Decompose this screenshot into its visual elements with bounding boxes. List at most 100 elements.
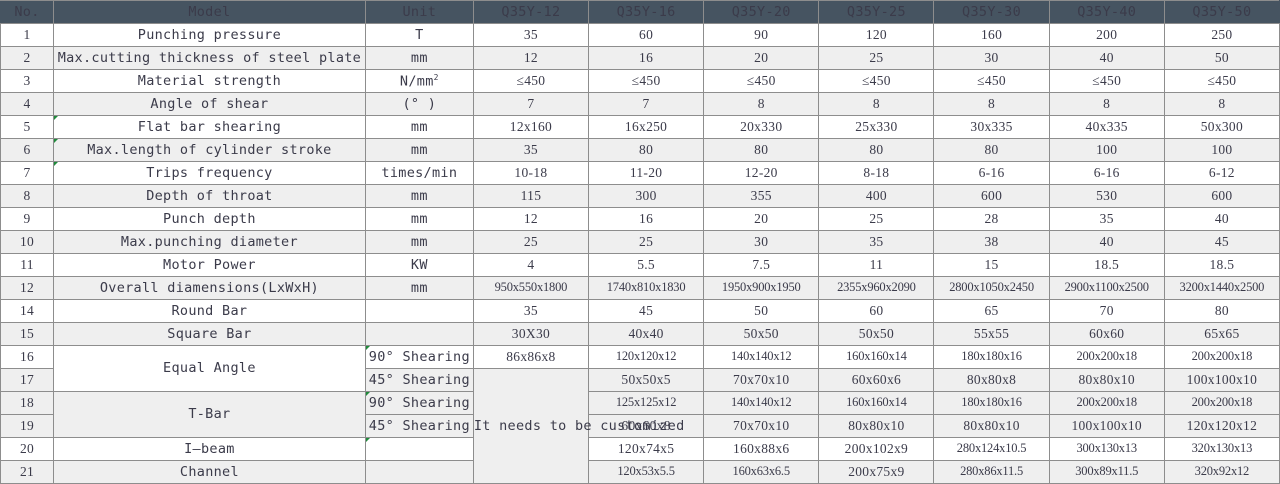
cell-q35y-50: 320x130x13: [1163, 437, 1280, 461]
row-unit: mm: [364, 230, 474, 254]
row-number: 16: [0, 345, 54, 369]
row-number: 11: [0, 253, 54, 277]
cell-q35y-40: 2900x1100x2500: [1048, 276, 1165, 300]
cell-q35y-30: 280x86x11.5: [933, 460, 1050, 484]
row-number: 12: [0, 276, 54, 300]
cell-q35y-30: 30: [933, 46, 1050, 70]
cell-q35y-20: 7.5: [703, 253, 820, 277]
cell-q35y-16: 40x40: [587, 322, 705, 346]
cell-q35y-25: ≤450: [818, 69, 935, 93]
cell-q35y-12: 35: [472, 299, 590, 323]
cell-q35y-50: ≤450: [1163, 69, 1280, 93]
table-row: 16 Equal Angle 90° Shearing 86x86x8 120x…: [0, 345, 1280, 392]
cell-q35y-50: 120x120x12: [1163, 414, 1280, 438]
cell-q35y-20: 140x140x12: [703, 345, 820, 369]
cell-q35y-50: 65x65: [1163, 322, 1280, 346]
cell-q35y-40: 300x89x11.5: [1048, 460, 1165, 484]
cell-q35y-16: 5.5: [587, 253, 705, 277]
table-row: 6 Max.length of cylinder stroke mm 35 80…: [0, 138, 1280, 162]
cell-q35y-50: 50: [1163, 46, 1280, 70]
column-header-model: Model: [52, 0, 366, 24]
cell-q35y-50: 250: [1163, 23, 1280, 47]
row-number: 14: [0, 299, 54, 323]
table-row: 17 45° Shearing It needs to be customize…: [0, 368, 1280, 484]
superscript-two: 2: [433, 72, 439, 82]
cell-q35y-50: 200x200x18: [1163, 391, 1280, 415]
cell-q35y-30: 2800x1050x2450: [933, 276, 1050, 300]
row-unit: 45° Shearing: [364, 414, 474, 438]
table-row: 2 Max.cutting thickness of steel plate m…: [0, 46, 1280, 70]
cell-q35y-50: 45: [1163, 230, 1280, 254]
row-number: 21: [0, 460, 54, 484]
row-unit: 90° Shearing: [364, 391, 474, 415]
table-header: No. Model Unit Q35Y-12 Q35Y-16 Q35Y-20 Q…: [0, 0, 1280, 24]
row-unit: [364, 460, 474, 484]
column-header-q35y-12: Q35Y-12: [472, 0, 590, 24]
row-unit: mm: [364, 207, 474, 231]
table-row: 3 Material strength N/mm2 ≤450 ≤450 ≤450…: [0, 69, 1280, 93]
table-row: 12 Overall diamensions(LxWxH) mm 950x550…: [0, 276, 1280, 300]
row-unit: T: [364, 23, 474, 47]
cell-q35y-50: 50x300: [1163, 115, 1280, 139]
cell-q35y-25: 35: [818, 230, 935, 254]
cell-q35y-40: 70: [1048, 299, 1165, 323]
cell-q35y-20: 20: [703, 207, 820, 231]
row-model: Punch depth: [52, 207, 366, 231]
cell-q35y-40: 18.5: [1048, 253, 1165, 277]
cell-q35y-20: 50x50: [703, 322, 820, 346]
cell-q35y-16: 16x250: [587, 115, 705, 139]
cell-q35y-30: 180x180x16: [933, 391, 1050, 415]
row-model-tbar: T-Bar: [52, 391, 366, 438]
cell-q35y-12: 12: [472, 207, 590, 231]
cell-q35y-50: 320x92x12: [1163, 460, 1280, 484]
row-number: 18: [0, 391, 54, 415]
row-unit: mm: [364, 115, 474, 139]
table-row: 4 Angle of shear (° ) 7 7 8 8 8 8 8: [0, 92, 1280, 116]
cell-q35y-16: 60x60x8: [587, 414, 705, 438]
cell-q35y-16: 120x53x5.5: [587, 460, 705, 484]
cell-q35y-16: 16: [587, 207, 705, 231]
row-unit: KW: [364, 253, 474, 277]
row-unit: mm: [364, 276, 474, 300]
row-number: 4: [0, 92, 54, 116]
cell-q35y-30: 15: [933, 253, 1050, 277]
cell-q35y-30: 600: [933, 184, 1050, 208]
cell-q35y-30: 38: [933, 230, 1050, 254]
cell-q35y-12: 950x550x1800: [472, 276, 590, 300]
cell-q35y-40: 100x100x10: [1048, 414, 1165, 438]
column-header-unit: Unit: [364, 0, 474, 24]
row-number: 6: [0, 138, 54, 162]
row-unit: 90° Shearing: [364, 345, 474, 369]
cell-q35y-25: 50x50: [818, 322, 935, 346]
cell-q35y-25: 80x80x10: [818, 414, 935, 438]
cell-q35y-20: 160x63x6.5: [703, 460, 820, 484]
row-model: I—beam: [52, 437, 366, 461]
cell-q35y-50: 6-12: [1163, 161, 1280, 185]
table-row: 5 Flat bar shearing mm 12x160 16x250 20x…: [0, 115, 1280, 139]
cell-q35y-20: 140x140x12: [703, 391, 820, 415]
cell-q35y-40: 200x200x18: [1048, 345, 1165, 369]
row-unit: mm: [364, 46, 474, 70]
cell-q35y-50: 100: [1163, 138, 1280, 162]
cell-q35y-30: 30x335: [933, 115, 1050, 139]
row-number: 1: [0, 23, 54, 47]
row-model-equal-angle: Equal Angle: [52, 345, 366, 392]
row-model: Max.length of cylinder stroke: [52, 138, 366, 162]
column-header-q35y-30: Q35Y-30: [933, 0, 1050, 24]
table-body: 1 Punching pressure T 35 60 90 120 160 2…: [0, 23, 1280, 484]
row-unit: (° ): [364, 92, 474, 116]
row-number: 8: [0, 184, 54, 208]
cell-q35y-20: 20: [703, 46, 820, 70]
row-model: Depth of throat: [52, 184, 366, 208]
cell-q35y-16: 7: [587, 92, 705, 116]
row-number: 5: [0, 115, 54, 139]
cell-q35y-25: 160x160x14: [818, 345, 935, 369]
row-model: Overall diamensions(LxWxH): [52, 276, 366, 300]
cell-q35y-40: 35: [1048, 207, 1165, 231]
cell-q35y-16: 125x125x12: [587, 391, 705, 415]
cell-q35y-30: 180x180x16: [933, 345, 1050, 369]
cell-q35y-40: 40: [1048, 230, 1165, 254]
row-number: 19: [0, 414, 54, 438]
cell-q35y-40: 40: [1048, 46, 1165, 70]
row-unit: [364, 437, 474, 461]
